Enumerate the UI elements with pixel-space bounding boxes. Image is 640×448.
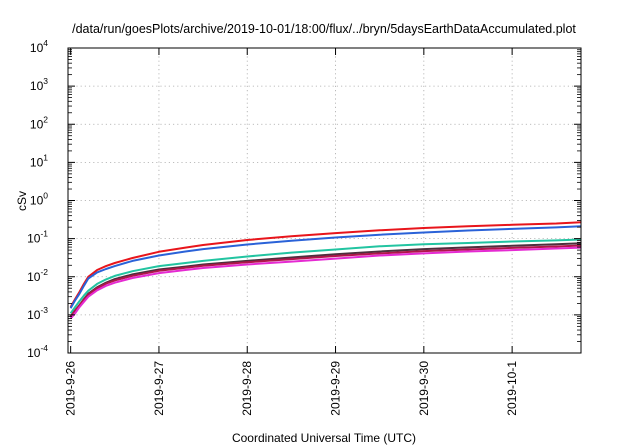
chart-title: /data/run/goesPlots/archive/2019-10-01/1… bbox=[72, 22, 576, 36]
y-tick-label: 104 bbox=[30, 38, 48, 55]
x-tick-label: 2019-9-29 bbox=[329, 361, 343, 416]
x-tick-label: 2019-9-30 bbox=[417, 361, 431, 416]
x-axis-label: Coordinated Universal Time (UTC) bbox=[232, 431, 416, 445]
grid-lines bbox=[68, 48, 581, 353]
y-tick-label: 100 bbox=[30, 191, 48, 208]
data-series bbox=[69, 221, 582, 320]
series-line-1 bbox=[69, 221, 582, 308]
y-tick-label: 103 bbox=[30, 76, 48, 93]
plot-frame bbox=[67, 47, 582, 354]
y-tick-label: 102 bbox=[30, 114, 48, 131]
y-tick-label: 10-1 bbox=[27, 229, 48, 246]
series-line-6 bbox=[69, 246, 582, 320]
x-tick-label: 2019-9-27 bbox=[152, 361, 166, 416]
x-tick-label: 2019-9-26 bbox=[64, 361, 78, 416]
y-tick-label: 10-2 bbox=[27, 267, 48, 284]
y-tick-label: 10-3 bbox=[27, 305, 48, 322]
x-tick-label: 2019-10-1 bbox=[505, 361, 519, 416]
series-line-3 bbox=[69, 238, 582, 314]
axis-ticks: 104 103 102 101 100 10-1 10-2 10-3 10-4 2019-9-26… bbox=[27, 38, 581, 416]
y-tick-label: 101 bbox=[30, 152, 48, 169]
y-tick-label: 10-4 bbox=[27, 343, 48, 360]
y-axis-label: cSv bbox=[15, 191, 29, 211]
series-line-5 bbox=[69, 244, 582, 318]
x-tick-label: 2019-9-28 bbox=[240, 361, 254, 416]
series-line-2 bbox=[69, 225, 582, 309]
